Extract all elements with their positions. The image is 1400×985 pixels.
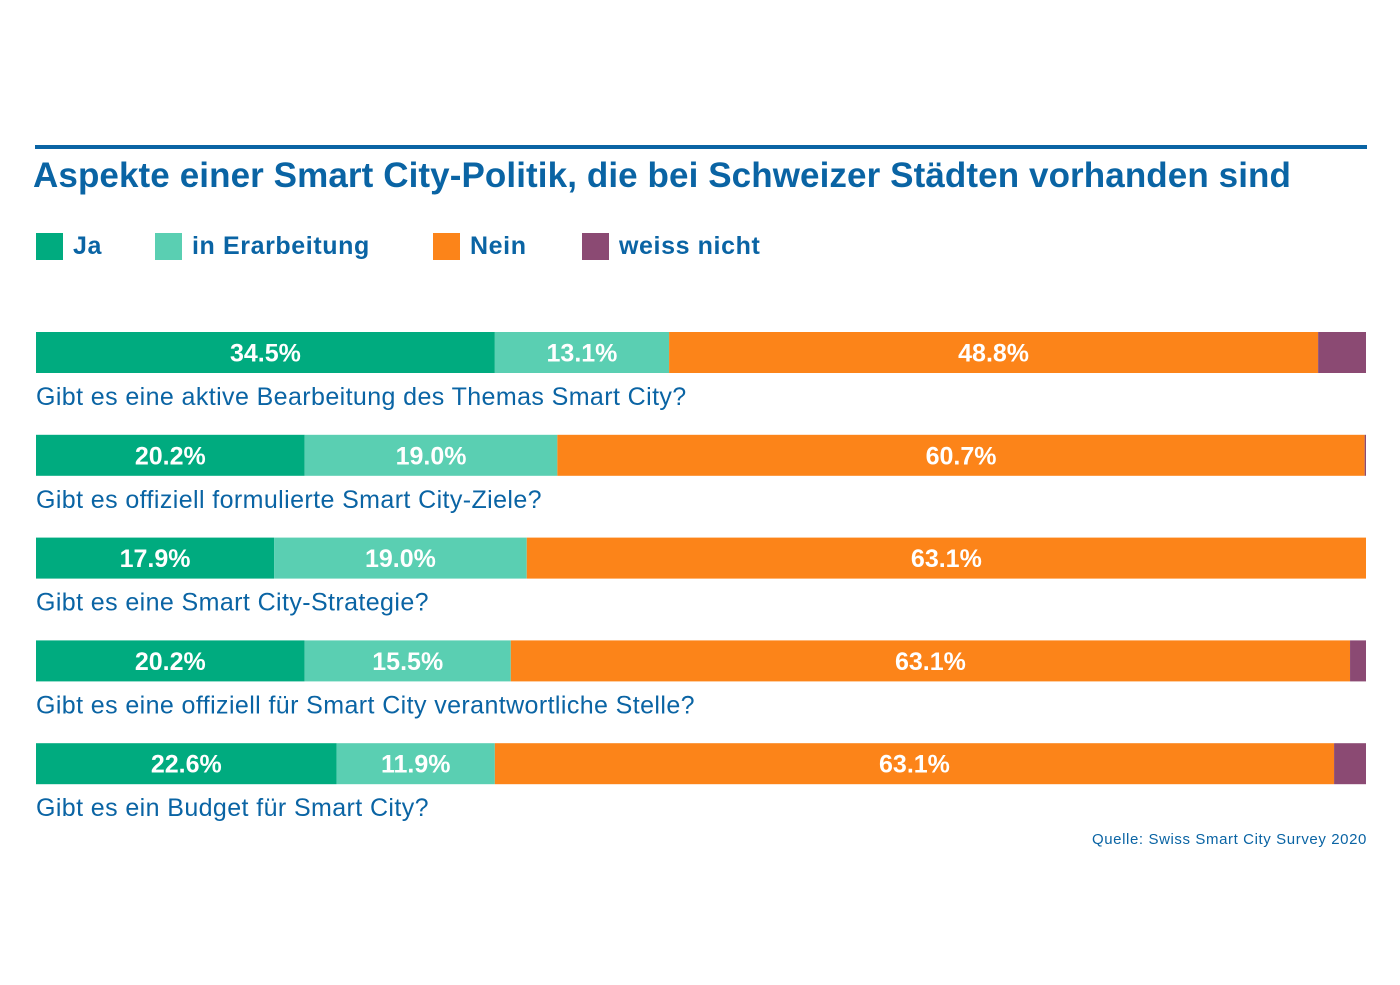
legend-item-ja: Ja	[36, 230, 102, 262]
data-label-nein-2: 60.7%	[926, 442, 997, 470]
data-label-in-erarbeitung-3: 19.0%	[365, 545, 436, 573]
chart-legend: Ja in Erarbeitung Nein weiss nicht	[36, 230, 1036, 262]
data-label-ja-5: 22.6%	[151, 751, 222, 779]
legend-swatch-weiss-nicht	[582, 232, 609, 260]
data-label-in-erarbeitung-4: 15.5%	[372, 648, 443, 676]
category-label-1: Gibt es eine aktive Bearbeitung des Them…	[36, 383, 687, 411]
category-label-5: Gibt es ein Budget für Smart City?	[36, 794, 429, 822]
bar-segment-ja-3	[36, 537, 275, 579]
data-label-nein-5: 63.1%	[879, 751, 950, 779]
bar-segment-weiss-nicht-5	[1334, 743, 1366, 785]
legend-label-weiss-nicht: weiss nicht	[619, 231, 761, 260]
data-label-in-erarbeitung-1: 13.1%	[547, 340, 618, 368]
bar-segment-ja-5	[36, 743, 337, 785]
legend-item-weiss-nicht: weiss nicht	[582, 230, 760, 262]
data-label-ja-2: 20.2%	[135, 442, 206, 470]
bar-segment-weiss-nicht-1	[1318, 332, 1366, 373]
data-label-in-erarbeitung-2: 19.0%	[396, 442, 467, 470]
bar-segment-nein-4	[510, 640, 1351, 682]
stacked-bar-chart: 34.5% 13.1% 48.8% Gibt es eine aktive Bearb…	[36, 332, 1366, 822]
legend-item-in-erarbeitung: in Erarbeitung	[155, 230, 370, 262]
bar-segment-nein-3	[526, 537, 1366, 579]
bar-segment-nein-1	[669, 332, 1319, 373]
source-note: Quelle: Swiss Smart City Survey 2020	[1091, 831, 1367, 848]
bar-segment-ja-4	[36, 640, 305, 682]
data-label-ja-3: 17.9%	[120, 545, 191, 573]
legend-label-ja: Ja	[73, 231, 103, 260]
category-label-4: Gibt es eine offiziell für Smart City ve…	[36, 691, 695, 719]
data-label-nein-1: 48.8%	[958, 340, 1029, 368]
title-rule	[35, 145, 1367, 149]
legend-swatch-in-erarbeitung	[155, 232, 182, 260]
legend-label-nein: Nein	[470, 231, 527, 260]
legend-item-nein: Nein	[433, 230, 527, 262]
bar-segment-ja-1	[36, 332, 495, 373]
data-label-nein-3: 63.1%	[911, 545, 982, 573]
bar-segment-in-erarbeitung-5	[336, 743, 495, 785]
bar-segment-weiss-nicht-2	[1364, 434, 1366, 476]
legend-swatch-nein	[433, 232, 460, 260]
bar-segment-weiss-nicht-4	[1350, 640, 1366, 682]
chart-title: Aspekte einer Smart City-Politik, die be…	[33, 156, 1291, 195]
bar-segment-in-erarbeitung-4	[304, 640, 511, 682]
data-label-in-erarbeitung-5: 11.9%	[381, 751, 451, 779]
legend-label-in-erarbeitung: in Erarbeitung	[192, 231, 370, 260]
bar-segment-in-erarbeitung-1	[494, 332, 670, 373]
bar-segment-in-erarbeitung-3	[274, 537, 527, 579]
bar-segment-nein-2	[557, 434, 1365, 476]
bar-segment-nein-5	[494, 743, 1335, 785]
data-label-ja-4: 20.2%	[135, 648, 206, 676]
data-label-nein-4: 63.1%	[895, 648, 966, 676]
category-label-2: Gibt es offiziell formulierte Smart City…	[36, 486, 542, 514]
bar-segment-ja-2	[36, 434, 305, 476]
legend-swatch-ja	[36, 232, 63, 260]
bar-segment-in-erarbeitung-2	[304, 434, 558, 476]
data-label-ja-1: 34.5%	[230, 340, 301, 368]
category-label-3: Gibt es eine Smart City-Strategie?	[36, 589, 429, 617]
